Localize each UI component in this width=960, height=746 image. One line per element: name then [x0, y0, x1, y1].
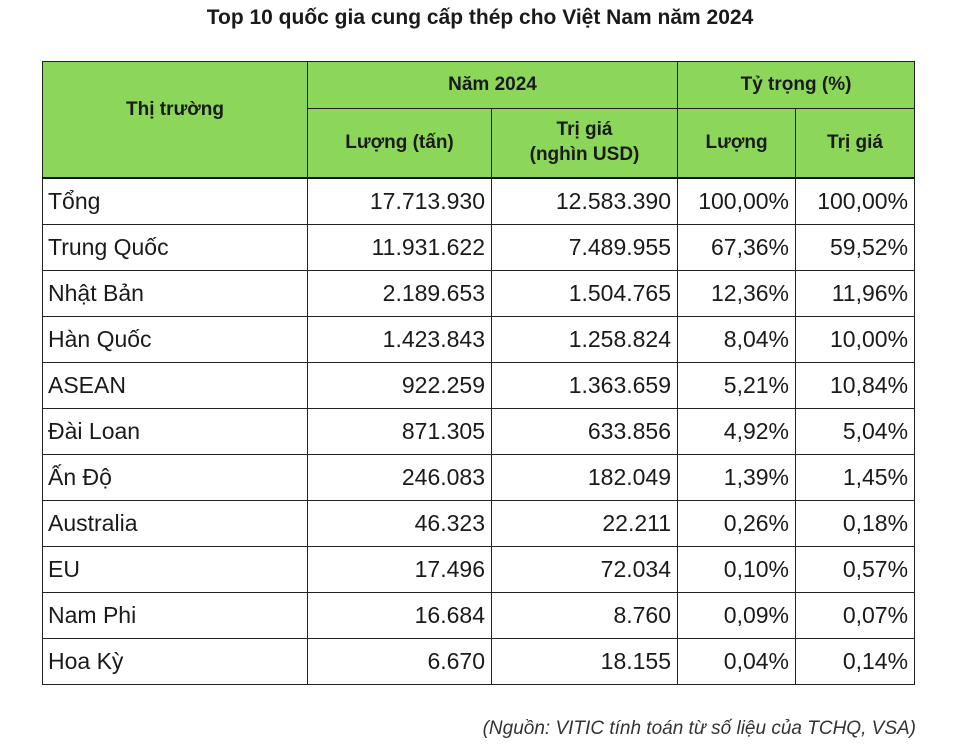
header-share-volume: Lượng — [677, 108, 797, 179]
header-market: Thị trường — [42, 61, 308, 179]
table-row: Hàn Quốc 1.423.843 1.258.824 8,04% 10,00% — [42, 316, 916, 363]
header-share: Tỷ trọng (%) — [677, 61, 916, 109]
table-row: Australia 46.323 22.211 0,26% 0,18% — [42, 500, 916, 547]
cell-share-volume: 4,92% — [677, 408, 797, 455]
cell-volume: 2.189.653 — [307, 270, 492, 317]
cell-share-value: 5,04% — [795, 408, 916, 455]
cell-share-volume: 0,04% — [677, 638, 797, 685]
cell-market: Nhật Bản — [42, 270, 308, 317]
cell-value: 1.258.824 — [490, 316, 679, 363]
cell-value: 7.489.955 — [490, 224, 679, 271]
table-row: Nam Phi 16.684 8.760 0,09% 0,07% — [42, 592, 916, 639]
cell-volume: 1.423.843 — [307, 316, 492, 363]
cell-share-volume: 0,10% — [677, 546, 797, 593]
table-body: Tổng 17.713.930 12.583.390 100,00% 100,00% Tr… — [42, 177, 916, 685]
cell-share-volume: 0,26% — [677, 500, 797, 547]
cell-value: 1.363.659 — [490, 362, 679, 409]
cell-market: Nam Phi — [42, 592, 308, 639]
cell-volume: 46.323 — [307, 500, 492, 547]
cell-share-value: 0,57% — [795, 546, 916, 593]
cell-volume: 11.931.622 — [307, 224, 492, 271]
table-row: ASEAN 922.259 1.363.659 5,21% 10,84% — [42, 362, 916, 409]
cell-volume: 6.670 — [307, 638, 492, 685]
cell-value: 12.583.390 — [490, 177, 679, 225]
table-row: Trung Quốc 11.931.622 7.489.955 67,36% 59,52… — [42, 224, 916, 271]
cell-share-volume: 1,39% — [677, 454, 797, 501]
cell-share-value: 59,52% — [795, 224, 916, 271]
table-row: EU 17.496 72.034 0,10% 0,57% — [42, 546, 916, 593]
cell-volume: 871.305 — [307, 408, 492, 455]
cell-market: Ấn Độ — [42, 454, 308, 501]
data-table: Thị trường Năm 2024 Tỷ trọng (%) Lượng (… — [42, 61, 916, 685]
source-note: (Nguồn: VITIC tính toán từ số liệu của T… — [482, 718, 916, 739]
cell-market: Tổng — [42, 177, 308, 225]
cell-volume: 246.083 — [307, 454, 492, 501]
cell-share-volume: 5,21% — [677, 362, 797, 409]
header-value-line1: Trị giá — [556, 119, 613, 141]
cell-share-value: 10,84% — [795, 362, 916, 409]
table-row: Tổng 17.713.930 12.583.390 100,00% 100,00% — [42, 177, 916, 225]
cell-share-value: 0,18% — [795, 500, 916, 547]
cell-value: 182.049 — [490, 454, 679, 501]
cell-market: Hàn Quốc — [42, 316, 308, 363]
cell-market: Trung Quốc — [42, 224, 308, 271]
cell-market: ASEAN — [42, 362, 308, 409]
cell-market: Australia — [42, 500, 308, 547]
cell-share-volume: 0,09% — [677, 592, 797, 639]
cell-value: 18.155 — [490, 638, 679, 685]
page-title: Top 10 quốc gia cung cấp thép cho Việt N… — [206, 6, 754, 29]
cell-value: 8.760 — [490, 592, 679, 639]
cell-share-value: 11,96% — [795, 270, 916, 317]
cell-volume: 922.259 — [307, 362, 492, 409]
cell-share-value: 0,07% — [795, 592, 916, 639]
table-row: Ấn Độ 246.083 182.049 1,39% 1,45% — [42, 454, 916, 501]
cell-share-value: 1,45% — [795, 454, 916, 501]
cell-value: 1.504.765 — [490, 270, 679, 317]
cell-value: 22.211 — [490, 500, 679, 547]
cell-share-value: 10,00% — [795, 316, 916, 363]
header-share-value: Trị giá — [795, 108, 916, 179]
cell-market: Đài Loan — [42, 408, 308, 455]
header-year-2024: Năm 2024 — [306, 61, 679, 109]
cell-share-value: 100,00% — [795, 177, 916, 225]
header-value-line2: (nghìn USD) — [529, 144, 640, 165]
table-row: Hoa Kỳ 6.670 18.155 0,04% 0,14% — [42, 638, 916, 685]
cell-value: 633.856 — [490, 408, 679, 455]
table-row: Nhật Bản 2.189.653 1.504.765 12,36% 11,96% — [42, 270, 916, 317]
cell-share-volume: 12,36% — [677, 270, 797, 317]
cell-volume: 16.684 — [307, 592, 492, 639]
cell-share-volume: 100,00% — [677, 177, 797, 225]
cell-market: Hoa Kỳ — [42, 638, 308, 685]
cell-share-value: 0,14% — [795, 638, 916, 685]
header-value: Trị giá (nghìn USD) — [490, 108, 679, 179]
cell-volume: 17.496 — [307, 546, 492, 593]
table-row: Đài Loan 871.305 633.856 4,92% 5,04% — [42, 408, 916, 455]
header-volume: Lượng (tấn) — [307, 108, 492, 179]
cell-share-volume: 8,04% — [677, 316, 797, 363]
cell-market: EU — [42, 546, 308, 593]
cell-value: 72.034 — [490, 546, 679, 593]
cell-volume: 17.713.930 — [307, 177, 492, 225]
cell-share-volume: 67,36% — [677, 224, 797, 271]
